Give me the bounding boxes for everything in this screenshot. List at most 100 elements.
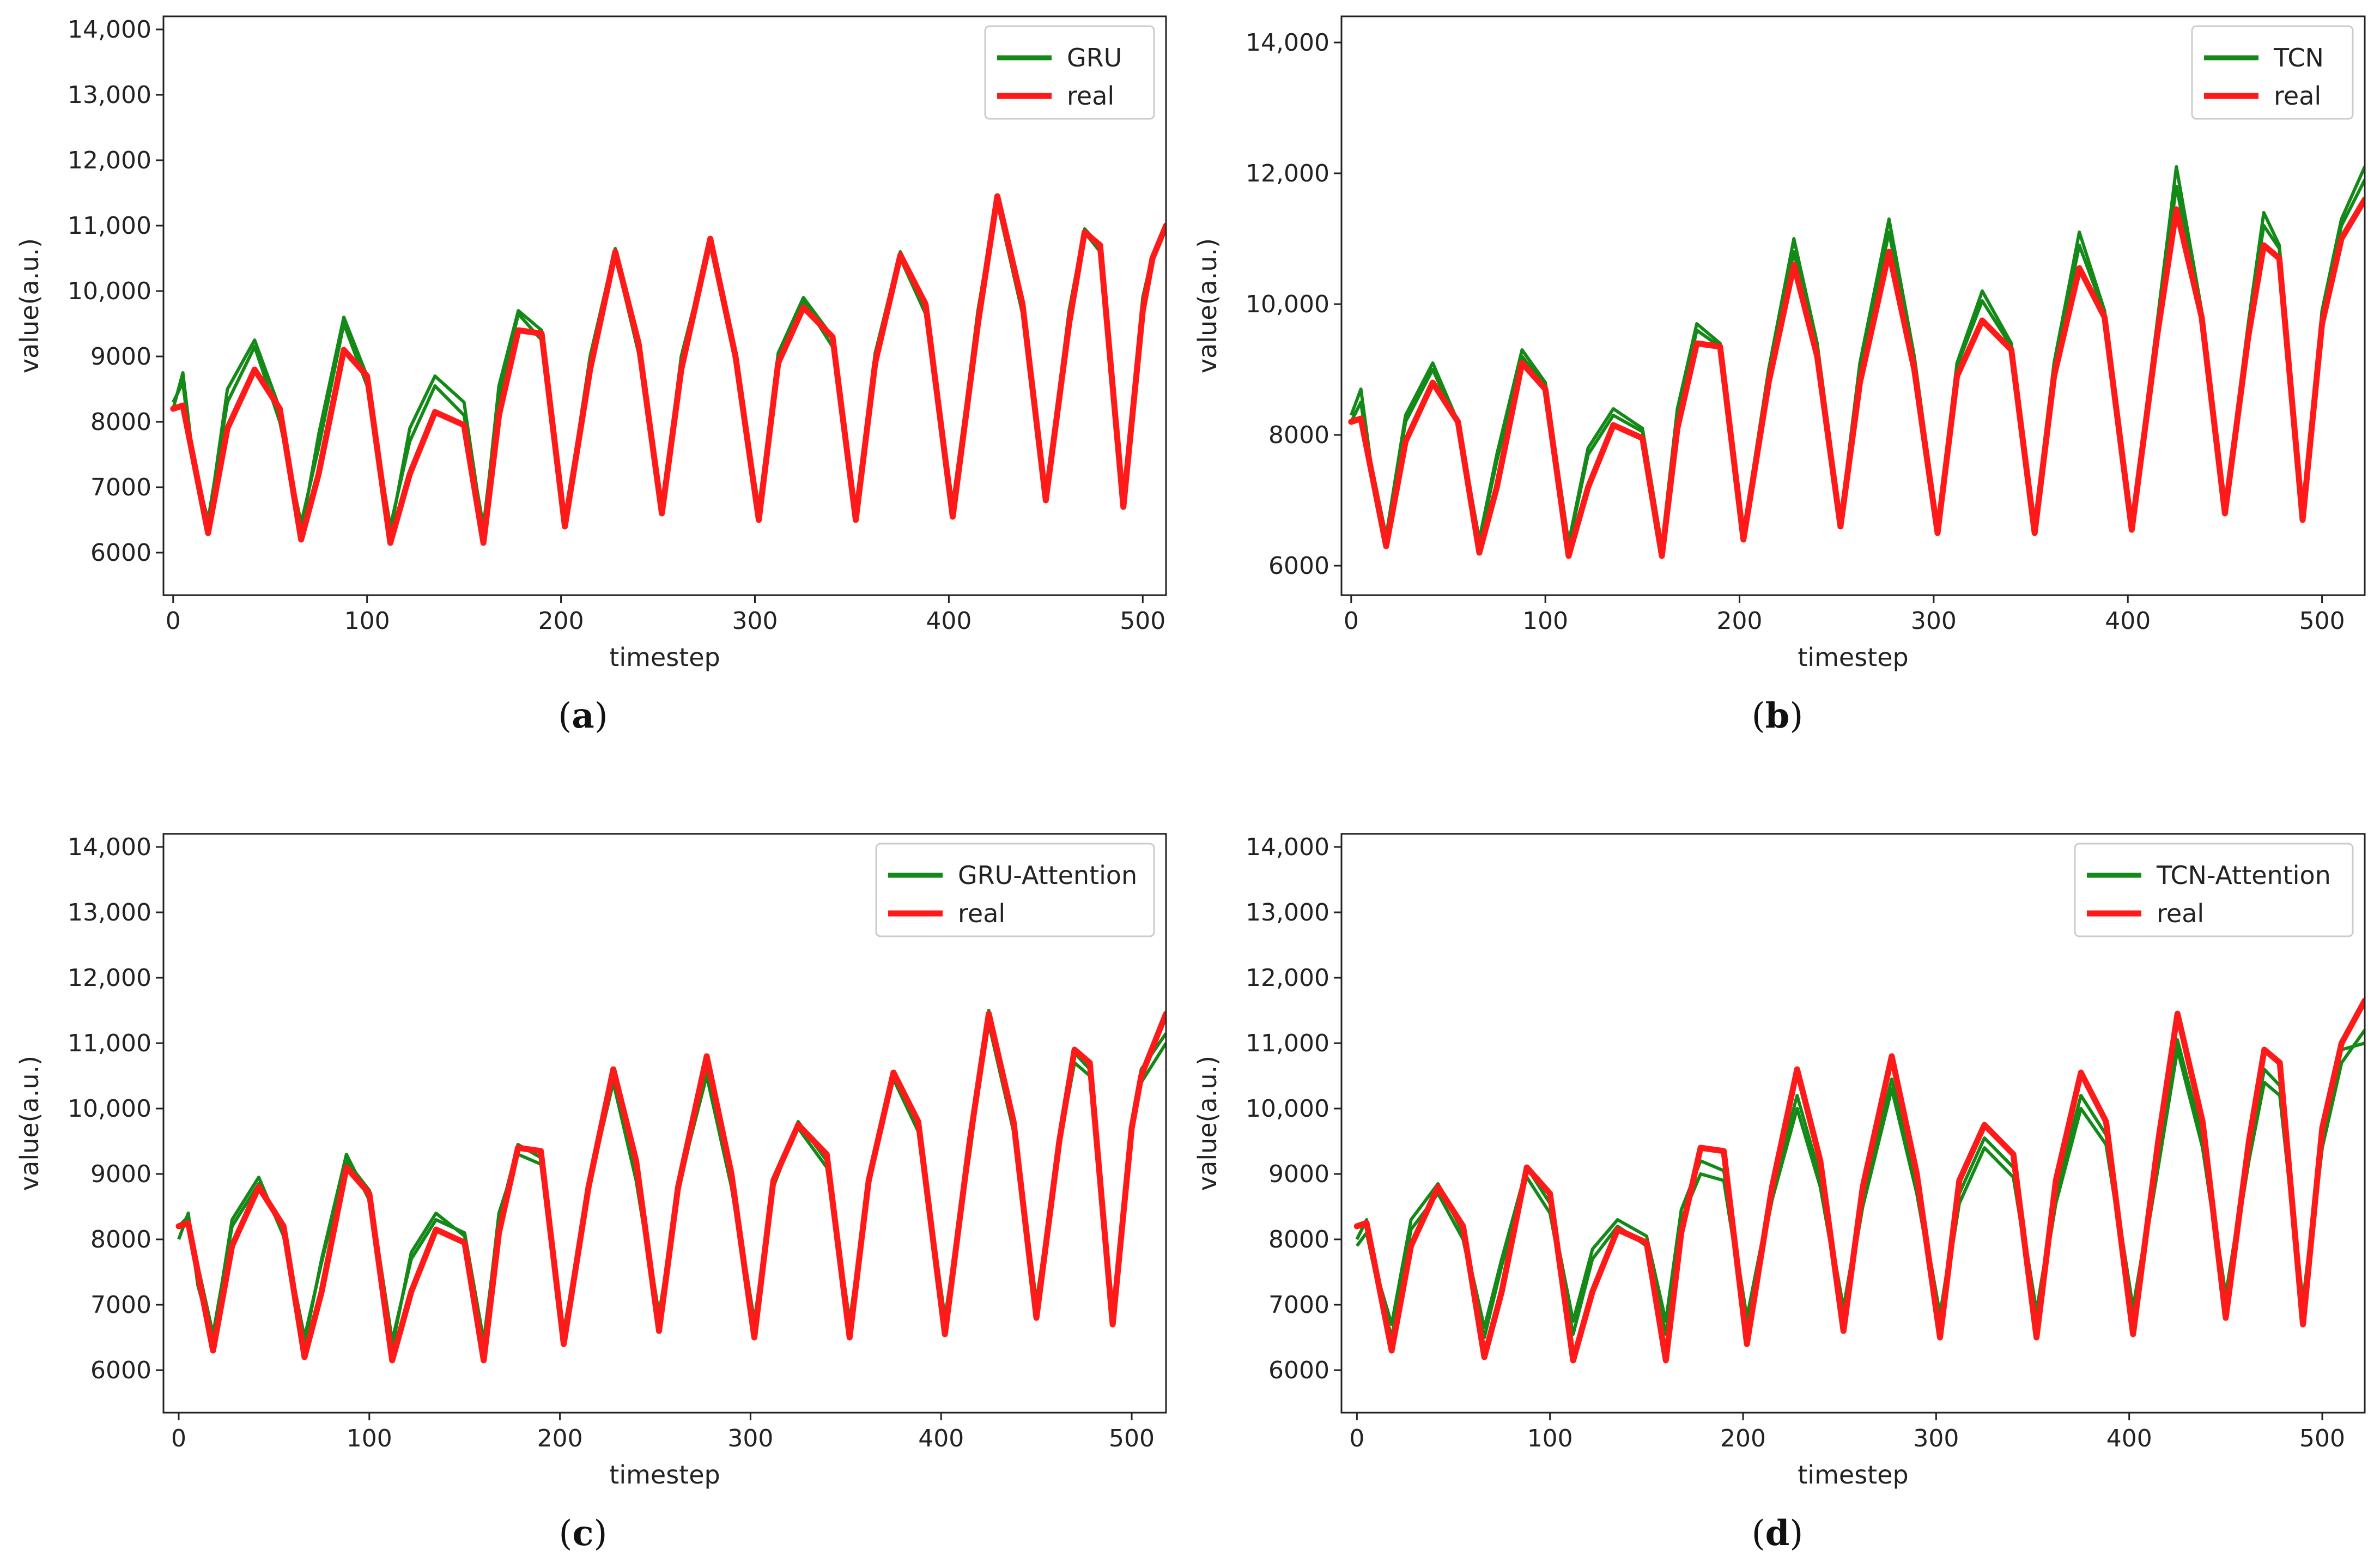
y-tick-label: 14,000 [68, 16, 151, 44]
x-tick-label: 400 [926, 607, 972, 635]
y-tick-label: 8000 [1268, 1226, 1329, 1254]
x-tick-label: 200 [1720, 1425, 1766, 1452]
legend-box [875, 843, 1155, 937]
series-group [175, 1009, 1166, 1364]
x-tick-label: 300 [1911, 607, 1957, 635]
legend-label: GRU [1067, 43, 1122, 72]
plot-frame [1340, 15, 2366, 596]
x-tick-label: 100 [1527, 1425, 1573, 1452]
x-tick-label: 0 [166, 607, 181, 635]
series-group [1348, 165, 2365, 559]
y-tick-label: 11,000 [68, 212, 151, 240]
panel-c: 6000 7000 8000 9000 10,000 11,000 12,000 13,000… [15, 833, 1167, 1554]
y-tick-label: 12,000 [1246, 964, 1329, 992]
panel-d: 6000 7000 8000 9000 10,000 11,000 12,000 13,000… [1193, 833, 2366, 1554]
real-series-line [175, 1010, 1166, 1364]
legend-label: real [2274, 81, 2321, 111]
legend-label: real [1067, 81, 1114, 111]
legend-label: TCN [2273, 43, 2324, 72]
y-tick-label: 12,000 [1246, 160, 1329, 187]
y-tick-label: 6000 [90, 1357, 151, 1384]
x-axis-label: timestep [1798, 643, 1908, 672]
y-tick-label: 7000 [1268, 1291, 1329, 1319]
x-tick-label: 0 [1349, 1425, 1364, 1452]
x-tick-label: 100 [344, 607, 390, 635]
panel-b: 6000 8000 10,000 12,000 14,000 0 100 200 300 400 5… [1193, 15, 2366, 736]
x-tick-label: 500 [2299, 607, 2345, 635]
series-group [1353, 997, 2365, 1364]
x-tick-label: 400 [2105, 607, 2151, 635]
y-tick-label: 8000 [1268, 421, 1329, 449]
x-tick-label: 400 [2106, 1425, 2152, 1452]
y-tick-label: 12,000 [68, 147, 151, 174]
legend: GRU real [984, 25, 1155, 120]
x-axis-label: timestep [609, 643, 720, 672]
legend: GRU-Attention real [875, 843, 1155, 937]
panel-a: 6000 7000 8000 9000 10,000 11,000 12,000 13,000… [15, 15, 1167, 736]
y-tick-label: 6000 [1268, 1357, 1329, 1384]
y-tick-label: 8000 [90, 408, 151, 436]
legend-label: TCN-Attention [2156, 861, 2331, 890]
legend: TCN-Attention real [2074, 843, 2354, 937]
x-tick-label: 500 [1109, 1425, 1155, 1452]
real-series-line [1348, 196, 2365, 559]
y-tick-label: 7000 [90, 474, 151, 501]
panel-caption: (c) [559, 1513, 608, 1554]
legend-label: GRU-Attention [958, 861, 1137, 890]
y-tick-label: 14,000 [68, 833, 151, 861]
x-tick-label: 500 [2299, 1425, 2345, 1452]
x-tick-label: 0 [171, 1425, 186, 1452]
x-tick-label: 200 [537, 1425, 583, 1452]
plot-frame [1340, 833, 2366, 1414]
y-tick-label: 14,000 [1246, 29, 1329, 57]
x-tick-label: 0 [1344, 607, 1359, 635]
legend-box [2074, 843, 2354, 937]
model-series-line-1 [177, 1022, 1166, 1349]
y-tick-label: 10,000 [1246, 1095, 1329, 1123]
x-axis-label: timestep [609, 1460, 720, 1490]
y-tick-label: 10,000 [68, 277, 151, 305]
y-tick-label: 6000 [1268, 552, 1329, 580]
plot-frame [162, 833, 1167, 1414]
series-group [170, 193, 1166, 546]
y-tick-label: 12,000 [68, 964, 151, 992]
y-tick-label: 11,000 [1246, 1030, 1329, 1057]
y-tick-label: 13,000 [68, 899, 151, 927]
y-tick-label: 13,000 [1246, 899, 1329, 927]
panel-caption: (d) [1752, 1513, 1804, 1554]
x-tick-label: 100 [1522, 607, 1568, 635]
x-tick-label: 200 [538, 607, 584, 635]
x-tick-label: 500 [1120, 607, 1165, 635]
x-tick-label: 400 [918, 1425, 964, 1452]
x-tick-label: 300 [1913, 1425, 1959, 1452]
plot-frame [162, 15, 1167, 596]
legend-box [2191, 25, 2354, 120]
x-tick-label: 300 [732, 607, 778, 635]
y-axis-label: value(a.u.) [1193, 238, 1222, 373]
y-tick-label: 14,000 [1246, 833, 1329, 861]
real-series-line [170, 193, 1166, 546]
y-tick-label: 6000 [90, 539, 151, 567]
x-tick-label: 100 [347, 1425, 392, 1452]
y-tick-label: 9000 [1268, 1160, 1329, 1188]
x-tick-label: 300 [727, 1425, 773, 1452]
legend: TCN real [2191, 25, 2354, 120]
y-tick-label: 9000 [90, 343, 151, 371]
model-series-line-1 [1349, 165, 2365, 548]
model-series-line-2 [1350, 179, 2365, 551]
y-axis-label: value(a.u.) [15, 238, 44, 373]
y-tick-label: 9000 [90, 1160, 151, 1188]
y-tick-label: 8000 [90, 1226, 151, 1254]
y-axis-label: value(a.u.) [15, 1056, 44, 1191]
y-axis-label: value(a.u.) [1193, 1056, 1222, 1191]
model-series-line-2 [171, 195, 1166, 535]
x-tick-label: 200 [1717, 607, 1763, 635]
y-tick-label: 10,000 [1246, 290, 1329, 318]
legend-label: real [2157, 899, 2204, 928]
panel-caption: (a) [558, 695, 608, 736]
panel-caption: (b) [1752, 695, 1804, 736]
y-tick-label: 10,000 [68, 1095, 151, 1123]
x-axis-label: timestep [1798, 1460, 1908, 1490]
y-tick-label: 13,000 [68, 81, 151, 109]
